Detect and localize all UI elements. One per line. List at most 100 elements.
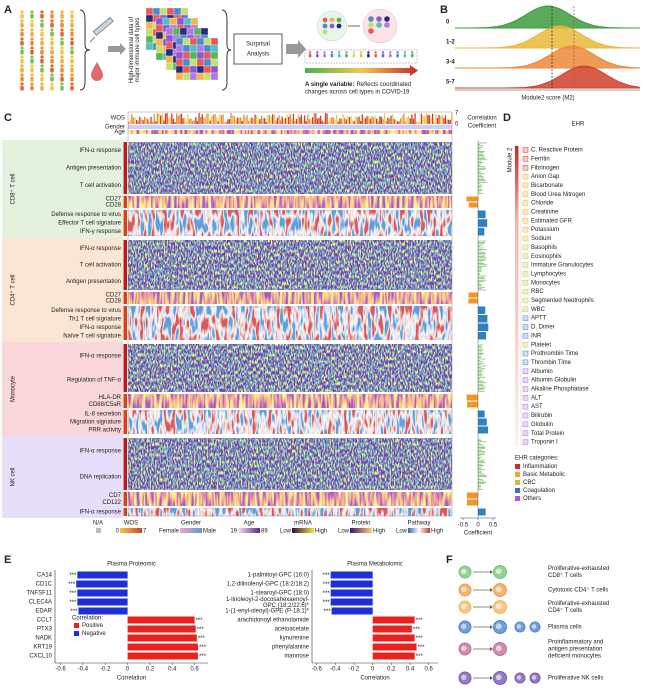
group-label: 3-4 xyxy=(446,60,455,66)
significance: *** xyxy=(323,582,331,588)
significance: *** xyxy=(413,627,421,633)
matrix-cell xyxy=(180,7,189,16)
bar xyxy=(372,616,415,624)
person-body xyxy=(388,54,392,58)
person-body xyxy=(403,54,407,58)
wos-track xyxy=(417,121,419,124)
person-body xyxy=(20,86,24,91)
wos-track xyxy=(345,119,347,124)
ehr-item: Chloride xyxy=(531,201,554,207)
group-box xyxy=(2,238,123,342)
matrix-cell xyxy=(175,58,184,67)
person-head xyxy=(60,46,64,50)
wos-track xyxy=(164,113,167,124)
legend-low: Low xyxy=(338,529,350,535)
wos-track xyxy=(344,117,346,124)
person-head xyxy=(330,51,334,54)
x-axis-label: Correlation xyxy=(117,676,146,682)
x-tick-label: -0.6 xyxy=(55,667,66,673)
nucleus xyxy=(461,674,467,681)
matrix-cell xyxy=(196,65,205,74)
ehr-item: APTT xyxy=(531,316,547,322)
wos-track xyxy=(129,119,131,124)
category-label: Basic Metabolic xyxy=(523,472,565,478)
wos-track xyxy=(449,119,451,124)
matrix-cell xyxy=(155,17,164,26)
wos-track xyxy=(248,121,250,124)
group-title: CD4⁺ T cell xyxy=(10,275,17,306)
significance: *** xyxy=(69,573,77,579)
wos-track xyxy=(308,118,311,124)
legend-colorbar xyxy=(120,528,142,533)
wos-track xyxy=(377,121,379,124)
cell-label: Proliferative NK cells xyxy=(548,676,603,682)
wos-track xyxy=(409,118,411,124)
person-head xyxy=(70,64,74,68)
group-box xyxy=(2,140,123,238)
wos-track xyxy=(217,121,219,124)
item-swatch xyxy=(522,439,529,445)
corr-bar xyxy=(478,227,485,236)
categories-title: EHR categories: xyxy=(515,456,559,462)
matrix-cell xyxy=(203,37,212,46)
matrix-cell xyxy=(176,17,185,26)
wos-track xyxy=(201,114,203,124)
cell xyxy=(322,29,328,35)
person-body xyxy=(40,41,44,46)
bar xyxy=(331,607,373,615)
person-body xyxy=(30,68,34,73)
wos-track xyxy=(328,121,330,124)
significance: *** xyxy=(324,609,332,615)
item-swatch xyxy=(522,430,529,436)
wos-track xyxy=(128,121,130,124)
heatmap-block xyxy=(128,210,452,236)
row-label: IFN-α response xyxy=(80,510,122,516)
item-swatch xyxy=(522,350,529,357)
matrix-cell xyxy=(145,21,154,30)
module-strip xyxy=(123,210,127,236)
person-head xyxy=(345,51,348,54)
wos-track xyxy=(187,114,189,124)
bar xyxy=(330,589,373,597)
wos-track xyxy=(254,114,256,124)
wos-track xyxy=(305,121,307,124)
significance: *** xyxy=(69,591,77,597)
x-tick-label: 0.6 xyxy=(190,667,199,673)
category-label: Others xyxy=(523,496,541,502)
heatmap-frame xyxy=(127,111,453,517)
wos-track xyxy=(192,121,194,124)
wos-track xyxy=(323,121,325,124)
module-strip xyxy=(123,240,127,290)
wos-track xyxy=(286,114,288,124)
matrix-cell xyxy=(175,51,184,60)
matrix-cell xyxy=(155,24,164,33)
wos-track xyxy=(209,120,211,124)
bar xyxy=(127,616,195,624)
wos-track xyxy=(302,120,304,124)
row-label: T cell activation xyxy=(80,263,121,269)
item-swatch xyxy=(522,271,529,277)
group-label: 1-2 xyxy=(446,40,455,46)
severity-arrow xyxy=(305,65,418,76)
wos-track xyxy=(316,118,319,124)
category-label: CBC xyxy=(523,480,536,486)
wos-track xyxy=(334,119,336,124)
cell-label: Proinflammatory and xyxy=(548,640,603,646)
wos-track xyxy=(404,121,407,124)
person-body xyxy=(60,41,64,46)
person-body xyxy=(60,32,64,37)
wos-track xyxy=(369,118,371,124)
module-strip xyxy=(123,344,127,392)
wos-track xyxy=(307,114,309,124)
person-body xyxy=(40,14,44,19)
wos-track xyxy=(182,118,184,124)
wos-track xyxy=(257,119,259,124)
matrix-cell xyxy=(196,51,205,60)
person-body xyxy=(70,50,74,55)
wos-track xyxy=(368,116,370,124)
wos-track xyxy=(256,115,258,124)
matrix-cell xyxy=(182,65,191,74)
wos-track xyxy=(291,118,293,124)
wos-track xyxy=(339,118,341,124)
